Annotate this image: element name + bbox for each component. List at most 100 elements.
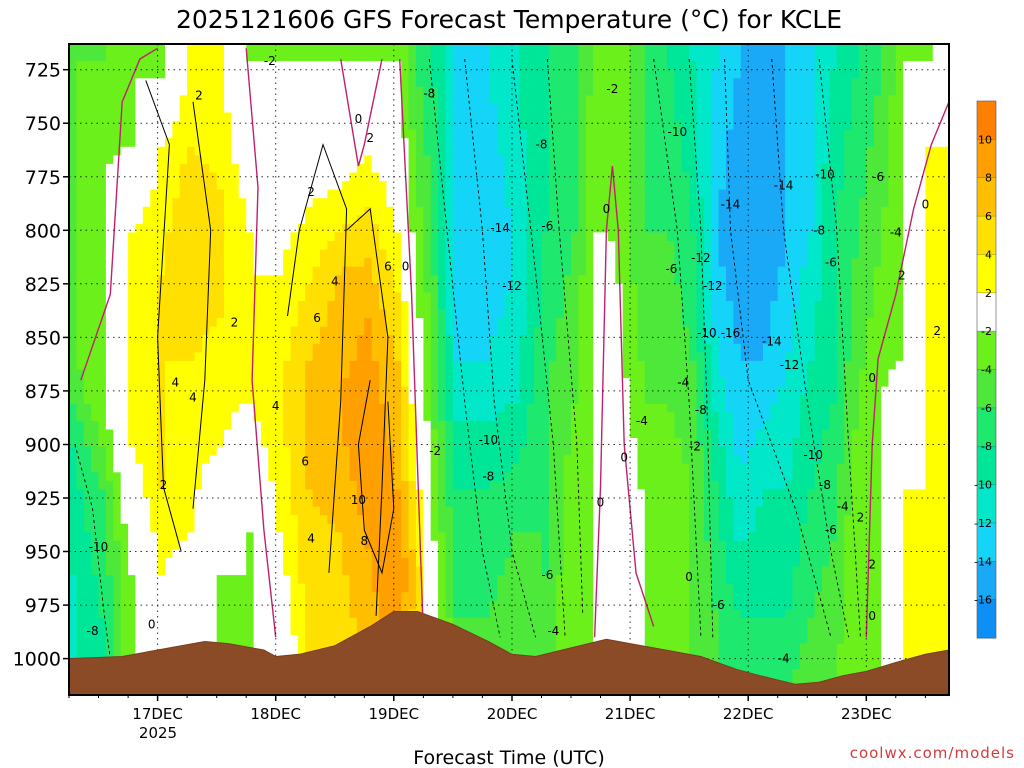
temperature-cell bbox=[349, 403, 358, 413]
temperature-cell bbox=[386, 249, 395, 259]
temperature-cell bbox=[512, 412, 520, 422]
temperature-cell bbox=[497, 480, 506, 491]
temperature-cell bbox=[297, 609, 306, 619]
temperature-cell bbox=[371, 206, 380, 216]
temperature-cell bbox=[120, 498, 129, 508]
temperature-cell bbox=[356, 112, 365, 122]
temperature-cell bbox=[452, 138, 461, 148]
temperature-cell bbox=[253, 498, 262, 508]
temperature-cell bbox=[246, 515, 255, 525]
temperature-cell bbox=[275, 617, 284, 628]
temperature-cell bbox=[482, 463, 491, 473]
temperature-cell bbox=[150, 609, 159, 619]
temperature-cell bbox=[467, 146, 476, 156]
temperature-cell bbox=[467, 163, 476, 174]
temperature-cell bbox=[497, 52, 506, 62]
temperature-cell bbox=[526, 386, 535, 396]
temperature-cell bbox=[327, 566, 336, 576]
temperature-cell bbox=[157, 223, 166, 234]
temperature-cell bbox=[320, 44, 328, 54]
temperature-cell bbox=[438, 78, 447, 88]
temperature-cell bbox=[268, 420, 277, 431]
temperature-cell bbox=[238, 360, 247, 371]
temperature-cell bbox=[416, 301, 424, 311]
temperature-cell bbox=[312, 249, 321, 259]
temperature-cell bbox=[76, 515, 85, 525]
temperature-cell bbox=[489, 463, 498, 473]
temperature-cell bbox=[231, 86, 240, 96]
temperature-cell bbox=[165, 369, 173, 379]
temperature-cell bbox=[526, 412, 535, 422]
temperature-cell bbox=[489, 446, 498, 456]
temperature-cell bbox=[356, 309, 365, 319]
temperature-cell bbox=[113, 635, 122, 645]
temperature-cell bbox=[430, 420, 439, 431]
temperature-cell bbox=[534, 112, 543, 122]
temperature-cell bbox=[172, 600, 181, 610]
temperature-cell bbox=[379, 326, 388, 336]
temperature-cell bbox=[342, 146, 351, 156]
temperature-cell bbox=[534, 326, 543, 336]
temperature-cell bbox=[275, 540, 284, 550]
temperature-cell bbox=[76, 121, 85, 131]
temperature-cell bbox=[320, 429, 328, 439]
temperature-cell bbox=[172, 369, 181, 379]
temperature-cell bbox=[504, 249, 513, 259]
temperature-cell bbox=[512, 78, 520, 88]
temperature-cell bbox=[526, 163, 535, 174]
temperature-cell bbox=[142, 489, 151, 499]
temperature-cell bbox=[430, 326, 439, 336]
temperature-cell bbox=[519, 617, 528, 628]
temperature-cell bbox=[194, 181, 203, 191]
temperature-cell bbox=[475, 395, 483, 405]
temperature-cell bbox=[460, 61, 469, 71]
temperature-cell bbox=[172, 129, 181, 139]
temperature-cell bbox=[534, 104, 543, 114]
temperature-cell bbox=[416, 412, 424, 422]
temperature-cell bbox=[231, 515, 240, 525]
temperature-cell bbox=[142, 472, 151, 482]
temperature-cell bbox=[356, 352, 365, 362]
temperature-cell bbox=[349, 223, 358, 234]
temperature-cell bbox=[534, 463, 543, 473]
temperature-cell bbox=[460, 44, 469, 54]
temperature-cell bbox=[76, 395, 85, 405]
temperature-cell bbox=[150, 438, 159, 448]
temperature-cell bbox=[113, 626, 122, 636]
temperature-cell bbox=[512, 635, 520, 645]
temperature-cell bbox=[452, 420, 461, 431]
temperature-cell bbox=[356, 249, 365, 259]
temperature-cell bbox=[76, 378, 85, 388]
temperature-cell bbox=[120, 335, 129, 345]
temperature-cell bbox=[312, 232, 321, 242]
temperature-cell bbox=[120, 189, 129, 199]
temperature-cell bbox=[128, 343, 137, 353]
temperature-cell bbox=[238, 258, 247, 268]
temperature-cell bbox=[460, 369, 469, 379]
temperature-cell bbox=[246, 44, 255, 54]
temperature-cell bbox=[238, 309, 247, 319]
temperature-cell bbox=[534, 609, 543, 619]
temperature-cell bbox=[275, 206, 284, 216]
temperature-cell bbox=[120, 532, 129, 542]
temperature-cell bbox=[526, 215, 535, 225]
temperature-cell bbox=[364, 609, 373, 619]
temperature-cell bbox=[467, 249, 476, 259]
temperature-cell bbox=[76, 241, 85, 251]
temperature-cell bbox=[489, 249, 498, 259]
temperature-cell bbox=[283, 523, 292, 533]
temperature-cell bbox=[312, 575, 321, 585]
temperature-cell bbox=[113, 446, 122, 456]
temperature-cell bbox=[393, 138, 402, 148]
temperature-cell bbox=[238, 69, 247, 79]
temperature-cell bbox=[364, 258, 373, 268]
temperature-cell bbox=[253, 52, 262, 62]
temperature-cell bbox=[408, 540, 417, 550]
temperature-cell bbox=[320, 309, 328, 319]
temperature-cell bbox=[445, 232, 454, 242]
temperature-cell bbox=[172, 446, 181, 456]
temperature-cell bbox=[268, 523, 277, 533]
temperature-cell bbox=[386, 86, 395, 96]
temperature-cell bbox=[194, 301, 203, 311]
temperature-cell bbox=[231, 163, 240, 174]
